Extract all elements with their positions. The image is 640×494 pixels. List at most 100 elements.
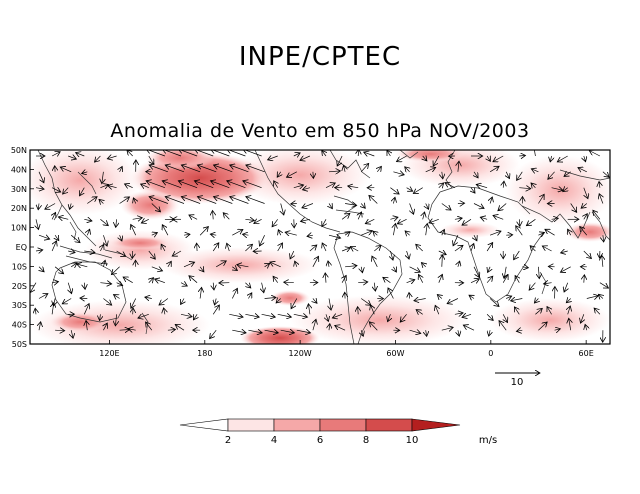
wind-vector <box>599 282 609 288</box>
wind-vector <box>108 186 117 188</box>
wind-vector <box>569 318 571 331</box>
wind-vector <box>544 283 552 284</box>
wind-vector <box>197 165 217 173</box>
wind-vector <box>581 204 588 209</box>
wind-vector <box>519 155 525 156</box>
wind-vector <box>278 230 280 236</box>
wind-vector <box>471 188 475 193</box>
wind-vector <box>550 155 551 162</box>
wind-vector <box>277 314 292 317</box>
wind-vector <box>86 321 87 331</box>
wind-vector <box>200 267 204 272</box>
wind-vector <box>437 295 442 299</box>
wind-vector <box>161 244 165 252</box>
wind-vector <box>149 197 169 204</box>
wind-vector <box>419 275 423 283</box>
wind-vector <box>168 261 171 267</box>
wind-vector <box>373 231 377 235</box>
wind-vector <box>295 261 297 267</box>
wind-vector <box>227 181 246 189</box>
wind-vector <box>568 229 571 236</box>
wind-vector <box>358 282 368 283</box>
wind-vector <box>123 277 133 284</box>
wind-vector <box>400 314 407 322</box>
wind-vector <box>377 166 381 171</box>
wind-vector <box>325 183 335 189</box>
wind-vector <box>560 266 571 273</box>
wind-vector <box>70 203 72 210</box>
wind-vector <box>390 250 393 260</box>
wind-vector <box>132 250 133 259</box>
wind-vector <box>284 282 294 283</box>
wind-vector <box>227 243 230 252</box>
wind-vector <box>38 294 48 299</box>
wind-vector <box>598 294 603 298</box>
wind-vector <box>243 234 249 235</box>
wind-vector <box>265 263 270 266</box>
wind-vector <box>99 199 103 203</box>
wind-vector <box>35 308 36 315</box>
wind-vector <box>60 167 72 173</box>
colorbar: 2 4 6 8 10 m/s <box>179 418 497 446</box>
wind-vector <box>52 241 56 252</box>
wind-vector <box>100 314 101 320</box>
wind-vector <box>180 314 192 316</box>
wind-vector <box>197 243 198 252</box>
wind-vector <box>517 171 523 181</box>
wind-vector <box>388 314 391 321</box>
wind-vector <box>410 203 414 215</box>
latitude-axis: 50N 40N 30N 20N 10N EQ 10S 20S 30S 40S 50S <box>11 146 34 349</box>
wind-vector <box>213 211 214 220</box>
wind-vector <box>584 275 585 283</box>
wind-vector <box>578 168 587 172</box>
wind-vector <box>570 203 577 213</box>
wind-vector <box>476 185 488 188</box>
colorbar-level: 2 <box>225 435 231 446</box>
wind-vector <box>212 243 219 252</box>
wind-vector <box>291 298 298 309</box>
wind-vector <box>149 165 169 173</box>
wind-vector <box>116 219 117 227</box>
wind-vector <box>599 194 603 204</box>
wind-vector <box>38 235 50 239</box>
lon-label: 120E <box>99 349 119 358</box>
wind-vector <box>584 155 586 162</box>
wind-vector <box>438 251 446 255</box>
wind-vector <box>325 273 326 283</box>
wind-vector <box>469 295 474 298</box>
wind-vector <box>487 156 490 161</box>
wind-vector <box>254 219 262 223</box>
wind-vector <box>287 171 297 178</box>
wind-vector <box>374 245 381 252</box>
wind-vector <box>442 230 445 236</box>
wind-vector <box>246 165 265 173</box>
wind-vector <box>506 296 512 298</box>
wind-vector <box>439 183 444 188</box>
colorbar-seg-3 <box>319 418 367 432</box>
wind-vector <box>393 267 396 272</box>
wind-vector <box>285 232 297 235</box>
colorbar-level: 6 <box>317 435 323 446</box>
wind-vector <box>148 250 156 259</box>
wind-vector <box>393 224 395 236</box>
wind-vector <box>313 319 316 331</box>
lat-label: 10S <box>12 262 27 271</box>
wind-vector <box>397 219 407 224</box>
wind-vector <box>390 187 399 194</box>
wind-vector <box>462 219 472 225</box>
wind-vector <box>530 246 535 251</box>
lat-label: 20S <box>12 282 27 291</box>
wind-vector <box>115 314 116 326</box>
wind-vector <box>463 325 475 331</box>
wind-vector <box>416 310 423 315</box>
colorbar-seg-0 <box>179 418 229 432</box>
wind-vector <box>515 276 519 283</box>
wind-vector <box>84 251 95 253</box>
wind-vector <box>516 226 523 236</box>
wind-vector <box>232 330 246 333</box>
lat-label: 50S <box>12 340 27 349</box>
wind-vector <box>341 248 350 251</box>
wind-vector <box>162 181 182 189</box>
wind-vector <box>87 197 97 204</box>
wind-vector <box>245 219 254 220</box>
